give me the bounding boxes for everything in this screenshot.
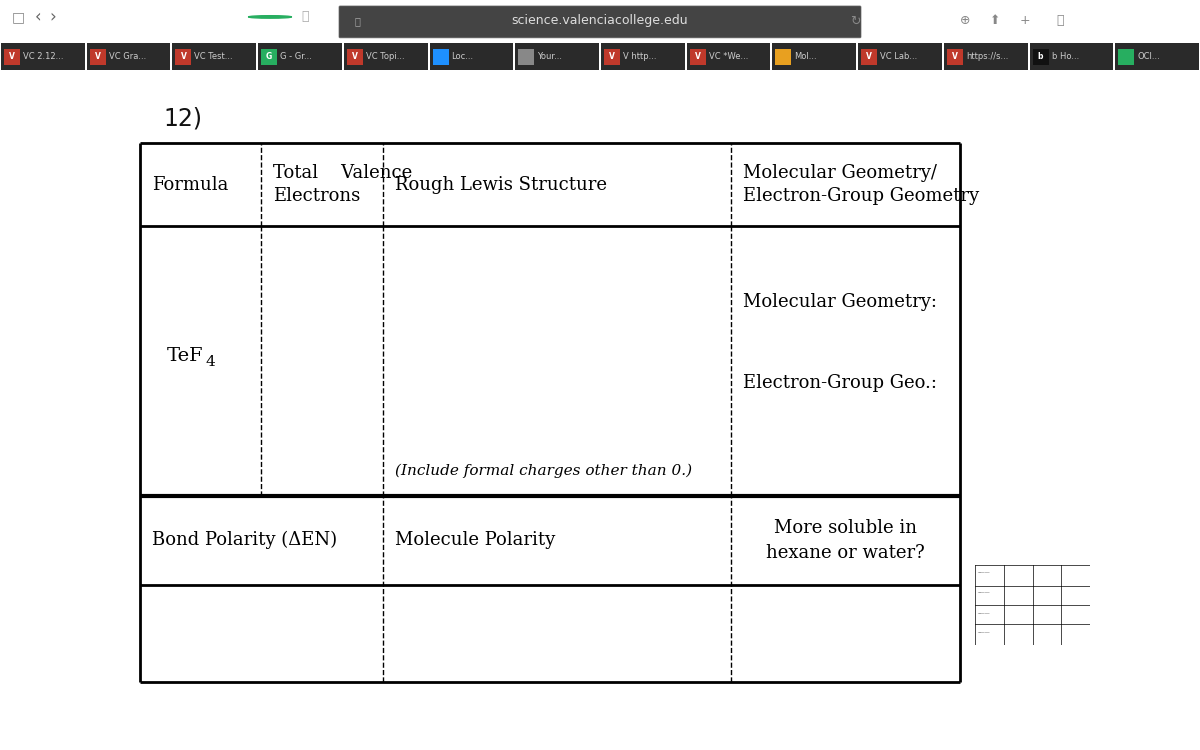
Text: V: V xyxy=(352,53,358,62)
Text: 🛡: 🛡 xyxy=(301,10,308,23)
Text: Molecular Geometry:: Molecular Geometry: xyxy=(743,292,937,310)
Text: Electron-Group Geo.:: Electron-Group Geo.: xyxy=(743,374,937,392)
Text: VC Lab...: VC Lab... xyxy=(880,53,917,62)
Bar xyxy=(258,43,342,70)
Text: ─────: ───── xyxy=(977,612,990,616)
Text: V http...: V http... xyxy=(623,53,656,62)
Circle shape xyxy=(248,16,292,18)
Bar xyxy=(344,43,427,70)
Text: +: + xyxy=(1020,14,1031,28)
Bar xyxy=(604,49,620,64)
Bar xyxy=(262,49,277,64)
Text: Formula: Formula xyxy=(152,176,228,194)
Text: V: V xyxy=(95,53,101,62)
Text: ⬆: ⬆ xyxy=(990,14,1001,28)
Bar xyxy=(690,49,706,64)
Bar xyxy=(432,49,449,64)
Text: ─────: ───── xyxy=(977,632,990,635)
Bar xyxy=(944,43,1027,70)
Text: Rough Lewis Structure: Rough Lewis Structure xyxy=(395,176,607,194)
Bar xyxy=(1118,49,1134,64)
Text: 🔒: 🔒 xyxy=(355,16,361,26)
Bar xyxy=(430,43,514,70)
FancyBboxPatch shape xyxy=(340,6,862,38)
Text: Molecular Geometry/
Electron-Group Geometry: Molecular Geometry/ Electron-Group Geome… xyxy=(743,164,979,206)
Bar xyxy=(1,43,85,70)
Text: More soluble in
hexane or water?: More soluble in hexane or water? xyxy=(767,519,925,562)
Text: VC Topi...: VC Topi... xyxy=(366,53,404,62)
Text: V: V xyxy=(180,53,186,62)
Bar xyxy=(686,43,770,70)
Text: (Include formal charges other than 0.): (Include formal charges other than 0.) xyxy=(395,464,692,478)
Text: □: □ xyxy=(12,10,24,24)
Bar xyxy=(947,49,962,64)
Text: Total    Valence
Electrons: Total Valence Electrons xyxy=(274,164,413,206)
Text: G - Gr...: G - Gr... xyxy=(280,53,312,62)
Text: ⊕: ⊕ xyxy=(960,14,971,28)
Bar xyxy=(4,49,20,64)
Text: VC 2.12...: VC 2.12... xyxy=(23,53,64,62)
Text: V: V xyxy=(695,53,701,62)
Text: VC Test...: VC Test... xyxy=(194,53,233,62)
Bar xyxy=(601,43,685,70)
Text: ↻: ↻ xyxy=(850,14,860,28)
Text: ⧉: ⧉ xyxy=(1056,14,1063,28)
Text: OCl...: OCl... xyxy=(1138,53,1160,62)
Bar xyxy=(518,49,534,64)
Text: V: V xyxy=(952,53,958,62)
Text: ›: › xyxy=(49,8,56,26)
Bar xyxy=(773,43,856,70)
Text: ‹: ‹ xyxy=(35,8,41,26)
Text: Bond Polarity (ΔEN): Bond Polarity (ΔEN) xyxy=(152,531,337,550)
Bar xyxy=(175,49,192,64)
Text: b Ho...: b Ho... xyxy=(1051,53,1079,62)
Bar xyxy=(775,49,792,64)
Text: TeF: TeF xyxy=(167,347,204,365)
Text: G: G xyxy=(266,53,272,62)
Text: ─────: ───── xyxy=(977,592,990,596)
Text: Molecule Polarity: Molecule Polarity xyxy=(395,531,554,549)
Bar xyxy=(90,49,106,64)
Bar xyxy=(347,49,362,64)
Bar xyxy=(862,49,877,64)
Bar xyxy=(515,43,599,70)
Text: science.valenciacollege.edu: science.valenciacollege.edu xyxy=(511,14,689,28)
Text: VC Gra...: VC Gra... xyxy=(109,53,146,62)
Text: 12): 12) xyxy=(163,106,202,130)
Text: Your...: Your... xyxy=(538,53,563,62)
Bar xyxy=(86,43,170,70)
Text: Loc...: Loc... xyxy=(451,53,474,62)
Text: V: V xyxy=(610,53,614,62)
Text: V: V xyxy=(10,53,14,62)
Bar xyxy=(173,43,256,70)
Text: ─────: ───── xyxy=(977,571,990,575)
Text: b: b xyxy=(1038,53,1043,62)
Bar xyxy=(1030,43,1114,70)
Text: 4: 4 xyxy=(205,355,215,369)
Text: Mol...: Mol... xyxy=(794,53,817,62)
Bar xyxy=(1115,43,1199,70)
Bar xyxy=(858,43,942,70)
Text: https://s...: https://s... xyxy=(966,53,1008,62)
Bar xyxy=(1032,49,1049,64)
Text: V: V xyxy=(866,53,872,62)
Text: VC *We...: VC *We... xyxy=(709,53,748,62)
